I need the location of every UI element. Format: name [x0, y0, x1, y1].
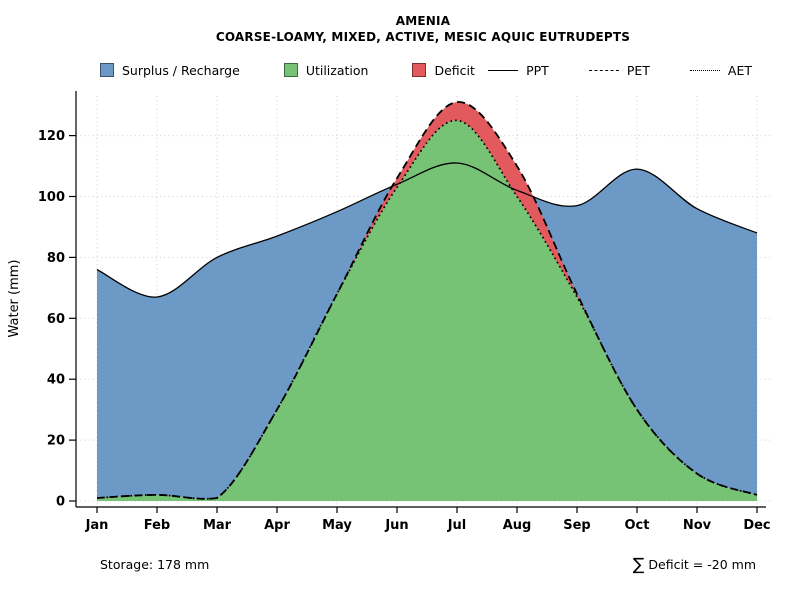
legend-label-pet: PET: [626, 62, 650, 78]
pet-line-marker: [588, 69, 619, 71]
x-tick-label: Jul: [447, 518, 467, 533]
aet-line-marker: [689, 69, 720, 71]
y-tick-label: 120: [38, 129, 65, 144]
legend-label-ppt: PPT: [526, 62, 549, 78]
chart-title: AMENIA: [395, 14, 451, 28]
y-tick-label: 20: [47, 434, 65, 449]
x-tick-label: Nov: [683, 518, 712, 533]
y-tick-label: 60: [47, 312, 65, 327]
x-tick-label: Apr: [264, 518, 290, 533]
x-tick-label: Aug: [503, 518, 532, 533]
pet-line: [96, 101, 758, 500]
legend-item-ppt: PPT: [488, 63, 549, 78]
storage-annotation: Storage: 178 mm: [100, 557, 210, 572]
legend-label-deficit: Deficit: [434, 62, 475, 78]
legend: Surplus / Recharge Utilization Deficit P…: [0, 61, 800, 79]
legend-label-aet: AET: [727, 62, 752, 78]
chart-title-block: AMENIA COARSE-LOAMY, MIXED, ACTIVE, MESI…: [0, 0, 800, 45]
aet-line: [96, 119, 758, 500]
sigma-symbol: ∑: [632, 554, 645, 575]
legend-item-pet: PET: [588, 62, 650, 78]
x-tick-label: Dec: [743, 518, 770, 533]
chart-svg: 0 20 40 60 80 100 120 Jan Feb Mar Apr May Jun Jul Aug S…: [7, 91, 771, 533]
legend-item-surplus: Surplus / Recharge: [100, 63, 240, 78]
legend-item-aet: AET: [689, 62, 752, 78]
x-tick-label: Feb: [144, 518, 170, 533]
x-tick-label: Jun: [384, 518, 408, 533]
legend-label-surplus: Surplus / Recharge: [122, 62, 240, 78]
x-tick-label: Jan: [85, 518, 109, 533]
deficit-swatch: [412, 63, 427, 77]
legend-item-utilization: Utilization: [283, 62, 369, 78]
y-tick-label: 100: [38, 190, 65, 205]
y-tick-label: 0: [56, 495, 65, 510]
legend-line-group: PPT PET AET: [488, 63, 752, 78]
deficit-annotation: ∑ Deficit = -20 mm: [632, 554, 756, 575]
legend-fill-group: Surplus / Recharge Utilization Deficit: [100, 63, 475, 78]
deficit-sum-text: Deficit = -20 mm: [648, 557, 756, 572]
y-tick-label: 40: [47, 373, 65, 388]
legend-label-utilization: Utilization: [305, 62, 369, 78]
x-tick-label: Mar: [203, 518, 232, 533]
y-axis-label: Water (mm): [7, 259, 22, 337]
x-tick-label: Sep: [563, 518, 591, 533]
legend-item-deficit: Deficit: [412, 62, 475, 78]
ppt-line-marker: [488, 69, 519, 71]
utilization-area: [97, 120, 757, 501]
chart-area: 0 20 40 60 80 100 120 Jan Feb Mar Apr May Jun Jul Aug S…: [0, 81, 800, 557]
x-tick-label: May: [322, 518, 352, 533]
y-tick-label: 80: [47, 251, 65, 266]
x-tick-label: Oct: [625, 518, 650, 533]
chart-footer: Storage: 178 mm ∑ Deficit = -20 mm: [0, 554, 800, 575]
utilization-swatch: [283, 63, 298, 77]
ppt-line: [96, 162, 758, 298]
surplus-swatch: [100, 63, 114, 77]
chart-subtitle: COARSE-LOAMY, MIXED, ACTIVE, MESIC AQUIC…: [215, 30, 631, 44]
